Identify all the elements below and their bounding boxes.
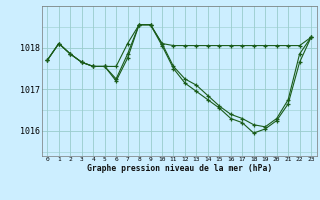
X-axis label: Graphe pression niveau de la mer (hPa): Graphe pression niveau de la mer (hPa)	[87, 164, 272, 173]
